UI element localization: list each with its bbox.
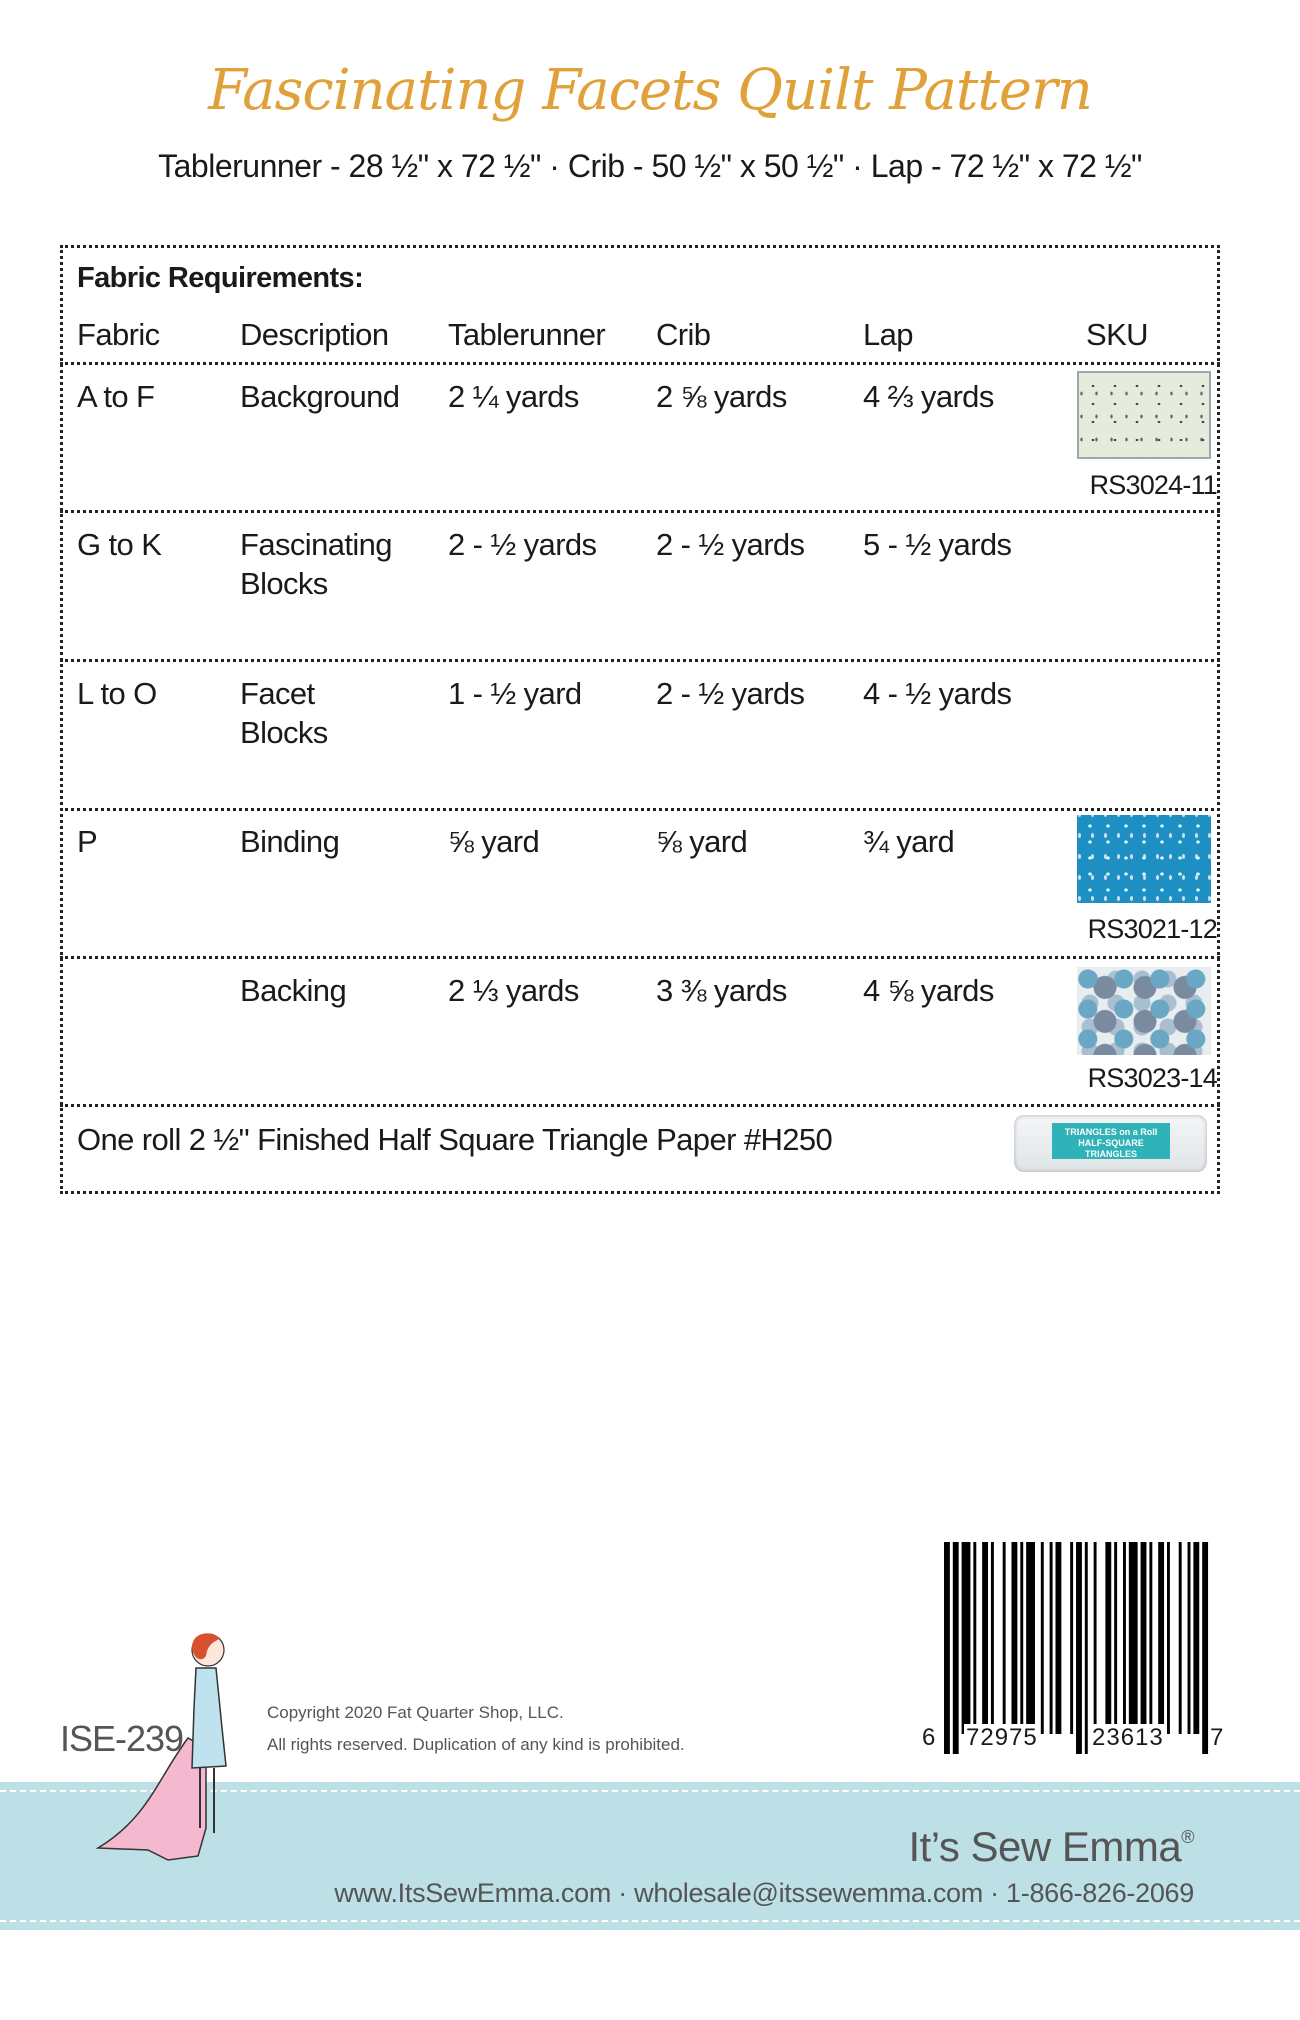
barcode-bar (1114, 1542, 1118, 1734)
barcode-bar (1002, 1542, 1006, 1734)
barcode-bar (1011, 1542, 1018, 1734)
brand-text: It’s Sew Emma (908, 1823, 1182, 1870)
barcode-bar (990, 1542, 994, 1734)
tablerunner-cell: 2 ⅓ yards (448, 973, 579, 1008)
fabric-cell: A to F (77, 379, 155, 414)
barcode-bar (1049, 1542, 1053, 1734)
barcode-bar (1020, 1542, 1024, 1734)
barcode-digits-left: 72975 (964, 1724, 1040, 1752)
fabric-swatch-image (1077, 815, 1211, 903)
column-header-fabric: Fabric (77, 317, 160, 352)
stitch-line (0, 1920, 1300, 1922)
pattern-code: ISE-239 (60, 1718, 184, 1759)
fabric-requirements-table (60, 245, 1220, 1194)
barcode-bar (1140, 1542, 1147, 1734)
tablerunner-cell: 1 - ½ yard (448, 676, 582, 711)
barcode-digit-check: 7 (1210, 1724, 1225, 1751)
description-cell-line2: Blocks (240, 715, 328, 750)
triangle-paper-roll-image: TRIANGLES on a Roll HALF-SQUARE TRIANGLE… (1014, 1115, 1207, 1172)
description-cell: Backing (240, 973, 347, 1008)
tablerunner-cell: 2 ¼ yards (448, 379, 579, 414)
barcode-bar (1166, 1542, 1170, 1734)
barcode-bar (973, 1542, 977, 1734)
barcode-bar (1105, 1542, 1112, 1734)
crib-cell: 2 - ½ yards (656, 527, 805, 562)
crib-cell: 2 - ½ yards (656, 676, 805, 711)
crib-cell: 3 ⅜ yards (656, 973, 787, 1008)
girl-illustration (95, 1633, 227, 1861)
notions-text: One roll 2 ½" Finished Half Square Trian… (77, 1122, 833, 1157)
lap-cell: 4 ⅝ yards (863, 973, 994, 1008)
copyright-text: Copyright 2020 Fat Quarter Shop, LLC. (267, 1703, 564, 1722)
brand-name: It’s Sew Emma® (908, 1823, 1194, 1871)
barcode-bar (952, 1542, 959, 1754)
lap-cell: 4 - ½ yards (863, 676, 1012, 711)
column-header-description: Description (240, 317, 389, 352)
barcode-bar (1193, 1542, 1200, 1734)
sku-label: RS3024-11 (1089, 470, 1218, 500)
rights-text: All rights reserved. Duplication of any … (267, 1735, 685, 1754)
divider (60, 808, 1220, 811)
barcode-bar (1076, 1542, 1082, 1754)
column-header-sku: SKU (1086, 317, 1149, 352)
sku-label: RS3021-12 (1087, 914, 1218, 944)
product-label: TRIANGLES on a Roll HALF-SQUARE TRIANGLE… (1052, 1123, 1170, 1159)
crib-cell: 2 ⅝ yards (656, 379, 787, 414)
tablerunner-cell: ⅝ yard (448, 824, 540, 859)
contact-line: www.ItsSewEmma.com · wholesale@itssewemm… (334, 1878, 1194, 1908)
divider (60, 1104, 1220, 1107)
description-cell: Background (240, 379, 400, 414)
description-cell: Binding (240, 824, 340, 859)
barcode-bar (1158, 1542, 1165, 1734)
fabric-cell: P (77, 824, 98, 859)
fabric-cell: G to K (77, 527, 162, 562)
barcode-bar (982, 1542, 989, 1734)
table-heading: Fabric Requirements: (77, 262, 364, 294)
description-cell-line2: Blocks (240, 566, 328, 601)
barcode-bar (1084, 1542, 1088, 1754)
lap-cell: ¾ yard (863, 824, 955, 859)
stitch-line (0, 1790, 1300, 1792)
divider (60, 956, 1220, 959)
lap-cell: 5 - ½ yards (863, 527, 1012, 562)
page-title: Fascinating Facets Quilt Pattern (208, 58, 1093, 123)
barcode-bar (1178, 1542, 1182, 1734)
lap-cell: 4 ⅔ yards (863, 379, 994, 414)
barcode (944, 1542, 1209, 1754)
barcode-bar (1187, 1542, 1191, 1734)
barcode-bar (1128, 1542, 1138, 1734)
fabric-cell: L to O (77, 676, 157, 711)
crib-cell: ⅝ yard (656, 824, 748, 859)
description-cell: Fascinating (240, 527, 393, 562)
fabric-swatch-image (1077, 371, 1211, 459)
barcode-digits-right: 23613 (1090, 1724, 1166, 1752)
divider (60, 362, 1220, 365)
barcode-bar (961, 1542, 971, 1734)
size-list: Tablerunner - 28 ½" x 72 ½" · Crib - 50 … (158, 148, 1142, 184)
footer-band (0, 1782, 1300, 1930)
divider (60, 659, 1220, 662)
barcode-bar (1055, 1542, 1062, 1734)
description-cell: Facet (240, 676, 315, 711)
barcode-bar (1122, 1542, 1126, 1734)
barcode-bar (1070, 1542, 1074, 1734)
sku-label: RS3023-14 (1087, 1063, 1218, 1093)
barcode-bar (1202, 1542, 1209, 1754)
fabric-swatch-image (1077, 967, 1211, 1055)
column-header-crib: Crib (656, 317, 711, 352)
barcode-digit-prefix: 6 (922, 1724, 937, 1751)
barcode-bar (1040, 1542, 1044, 1734)
divider (60, 510, 1220, 513)
barcode-bar (944, 1542, 950, 1754)
column-header-tablerunner: Tablerunner (448, 317, 606, 352)
registered-mark: ® (1181, 1827, 1194, 1847)
barcode-bar (1026, 1542, 1035, 1734)
tablerunner-cell: 2 - ½ yards (448, 527, 597, 562)
column-header-lap: Lap (863, 317, 914, 352)
barcode-bar (1149, 1542, 1153, 1734)
barcode-bar (1093, 1542, 1097, 1734)
